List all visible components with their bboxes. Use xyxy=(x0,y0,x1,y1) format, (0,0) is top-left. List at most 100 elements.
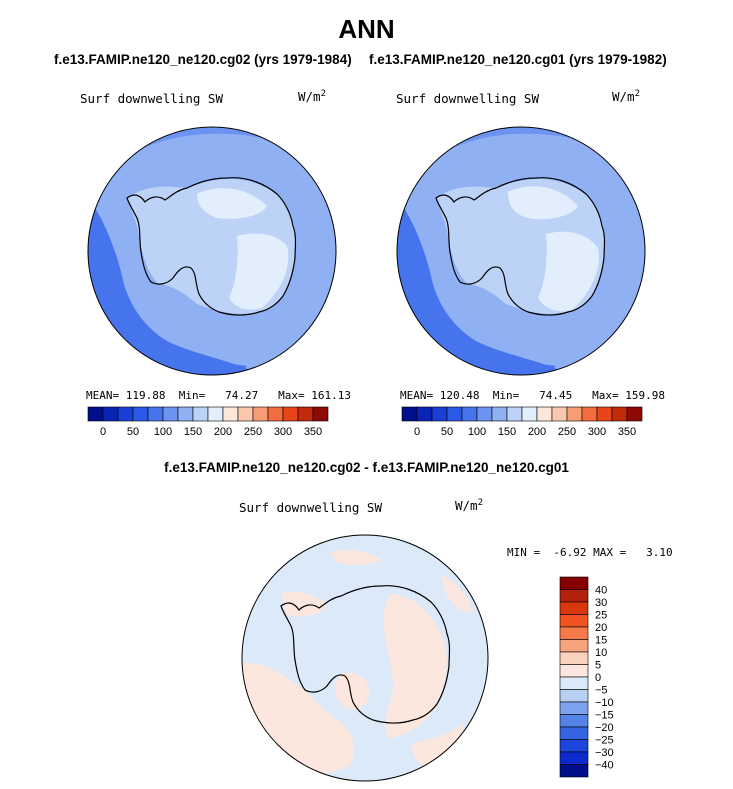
diff-pos-patch-southeast xyxy=(411,724,464,767)
colorbar-right-swatch-9 xyxy=(536,406,553,422)
colorbar-right-tick-label: 250 xyxy=(558,426,576,438)
colorbar-left-swatch-4 xyxy=(147,406,164,422)
colorbar-left-swatch-6 xyxy=(177,406,194,422)
stats-left: MEAN= 119.88 Min= 74.27 Max= 161.13 xyxy=(86,389,351,402)
colorbar-right-swatch-13 xyxy=(596,406,613,422)
colorbar-difference-tick-label: 10 xyxy=(595,647,607,659)
colorbar-left-swatch-9 xyxy=(222,406,239,422)
colorbar-left-swatch-8 xyxy=(207,406,224,422)
colorbar-difference-swatch-5 xyxy=(559,639,589,653)
colorbar-difference-tick-label: −5 xyxy=(595,685,608,697)
colorbar-left-swatch-11 xyxy=(252,406,269,422)
variable-label-diff: Surf downwelling SW xyxy=(239,500,382,515)
colorbar-left-tick-label: 300 xyxy=(274,426,292,438)
colorbar-difference-swatch-2 xyxy=(559,601,589,615)
map-border xyxy=(241,534,489,782)
colorbar-left: 0 50 100 150 200 250 300 350 xyxy=(87,406,329,438)
antarctica-coastline xyxy=(280,585,451,724)
ice-sheet-east-high xyxy=(229,233,289,310)
colorbar-difference-swatch-15 xyxy=(559,764,589,778)
variable-label-left: Surf downwelling SW xyxy=(80,91,223,106)
colorbar-difference-swatch-14 xyxy=(559,751,589,765)
diff-pos-patch-northwest xyxy=(281,592,326,617)
colorbar-difference-tick-label: −25 xyxy=(595,735,614,747)
case-label-right: f.e13.FAMIP.ne120_ne120.cg01 (yrs 1979-1… xyxy=(369,52,667,67)
colorbar-left-tick-label: 0 xyxy=(100,426,106,438)
colorbar-right-swatch-0 xyxy=(401,406,418,422)
colorbar-left-tick-label: 250 xyxy=(244,426,262,438)
colorbar-difference-swatch-4 xyxy=(559,626,589,640)
colorbar-right-swatch-7 xyxy=(506,406,523,422)
colorbar-difference-swatch-10 xyxy=(559,701,589,715)
colorbar-left-swatch-15 xyxy=(312,406,329,422)
map-ocean-dark xyxy=(88,196,262,375)
colorbar-difference-swatch-0 xyxy=(559,576,589,590)
colorbar-right-swatch-14 xyxy=(611,406,628,422)
colorbar-right-tick-label: 150 xyxy=(498,426,516,438)
map-pale-patch-north xyxy=(481,146,568,161)
colorbar-difference-tick-label: −10 xyxy=(595,697,614,709)
colorbar-right-tick-label: 350 xyxy=(618,426,636,438)
colorbar-difference-tick-label: −15 xyxy=(595,710,614,722)
diff-pos-patch-north xyxy=(331,550,381,565)
diff-minmax: MIN = -6.92 MAX = 3.10 xyxy=(507,546,673,559)
colorbar-right-swatch-5 xyxy=(476,406,493,422)
colorbar-left-tick-label: 200 xyxy=(214,426,232,438)
colorbar-left-swatch-2 xyxy=(117,406,134,422)
diff-pos-patch-south xyxy=(335,672,370,710)
colorbar-left-tick-label: 100 xyxy=(154,426,172,438)
colorbar-left-swatch-12 xyxy=(267,406,284,422)
colorbar-difference-swatch-13 xyxy=(559,739,589,753)
units-label-diff: W/m2 xyxy=(455,498,483,514)
colorbar-difference-tick-label: 15 xyxy=(595,635,607,647)
map-pale-patch-north xyxy=(172,149,257,161)
colorbar-difference-swatch-9 xyxy=(559,689,589,703)
polar-map-right xyxy=(396,126,646,376)
colorbar-left-tick-label: 150 xyxy=(184,426,202,438)
colorbar-left-swatch-10 xyxy=(237,406,254,422)
colorbar-right-swatch-1 xyxy=(416,406,433,422)
difference-title: f.e13.FAMIP.ne120_ne120.cg02 - f.e13.FAM… xyxy=(164,460,569,475)
colorbar-right-tick-label: 0 xyxy=(414,426,420,438)
colorbar-right-swatch-10 xyxy=(551,406,568,422)
colorbar-left-swatch-14 xyxy=(297,406,314,422)
colorbar-left-swatch-7 xyxy=(192,406,209,422)
units-label-left: W/m2 xyxy=(298,89,326,105)
colorbar-right-swatch-12 xyxy=(581,406,598,422)
diff-pos-patch-east xyxy=(383,594,447,739)
ice-sheet-plateau-high xyxy=(508,186,578,220)
colorbar-difference-tick-label: −20 xyxy=(595,722,614,734)
colorbar-right-tick-label: 50 xyxy=(441,426,453,438)
plot-title: ANN xyxy=(338,14,395,44)
colorbar-left-swatch-0 xyxy=(87,406,104,422)
colorbar-left-tick-label: 50 xyxy=(127,426,139,438)
diff-pos-patch-northeast xyxy=(441,574,473,613)
colorbar-difference-swatch-1 xyxy=(559,589,589,603)
colorbar-right-tick-label: 300 xyxy=(588,426,606,438)
map-border xyxy=(396,126,646,376)
colorbar-left-swatch-1 xyxy=(102,406,119,422)
variable-label-right: Surf downwelling SW xyxy=(396,91,539,106)
colorbar-difference-tick-label: 25 xyxy=(595,610,607,622)
ice-sheet-plateau-high xyxy=(197,188,267,219)
case-label-left: f.e13.FAMIP.ne120_ne120.cg02 (yrs 1979-1… xyxy=(54,52,352,67)
colorbar-difference-swatch-7 xyxy=(559,664,589,678)
colorbar-difference-tick-label: −40 xyxy=(595,760,614,772)
colorbar-difference-tick-label: 0 xyxy=(595,672,601,684)
colorbar-difference-tick-label: 5 xyxy=(595,660,601,672)
colorbar-right-swatch-11 xyxy=(566,406,583,422)
units-label-right: W/m2 xyxy=(612,89,640,105)
colorbar-right-tick-label: 100 xyxy=(468,426,486,438)
map-border xyxy=(87,126,337,376)
colorbar-difference-swatch-3 xyxy=(559,614,589,628)
colorbar-right-swatch-15 xyxy=(626,406,643,422)
colorbar-right-swatch-2 xyxy=(431,406,448,422)
polar-map-left xyxy=(87,126,337,376)
colorbar-difference-tick-label: 40 xyxy=(595,585,607,597)
colorbar-difference-tick-label: 30 xyxy=(595,597,607,609)
colorbar-difference-tick-label: 20 xyxy=(595,622,607,634)
stats-right: MEAN= 120.48 Min= 74.45 Max= 159.98 xyxy=(400,389,665,402)
colorbar-right-tick-label: 200 xyxy=(528,426,546,438)
colorbar-difference-tick-label: −30 xyxy=(595,747,614,759)
colorbar-difference-swatch-11 xyxy=(559,714,589,728)
